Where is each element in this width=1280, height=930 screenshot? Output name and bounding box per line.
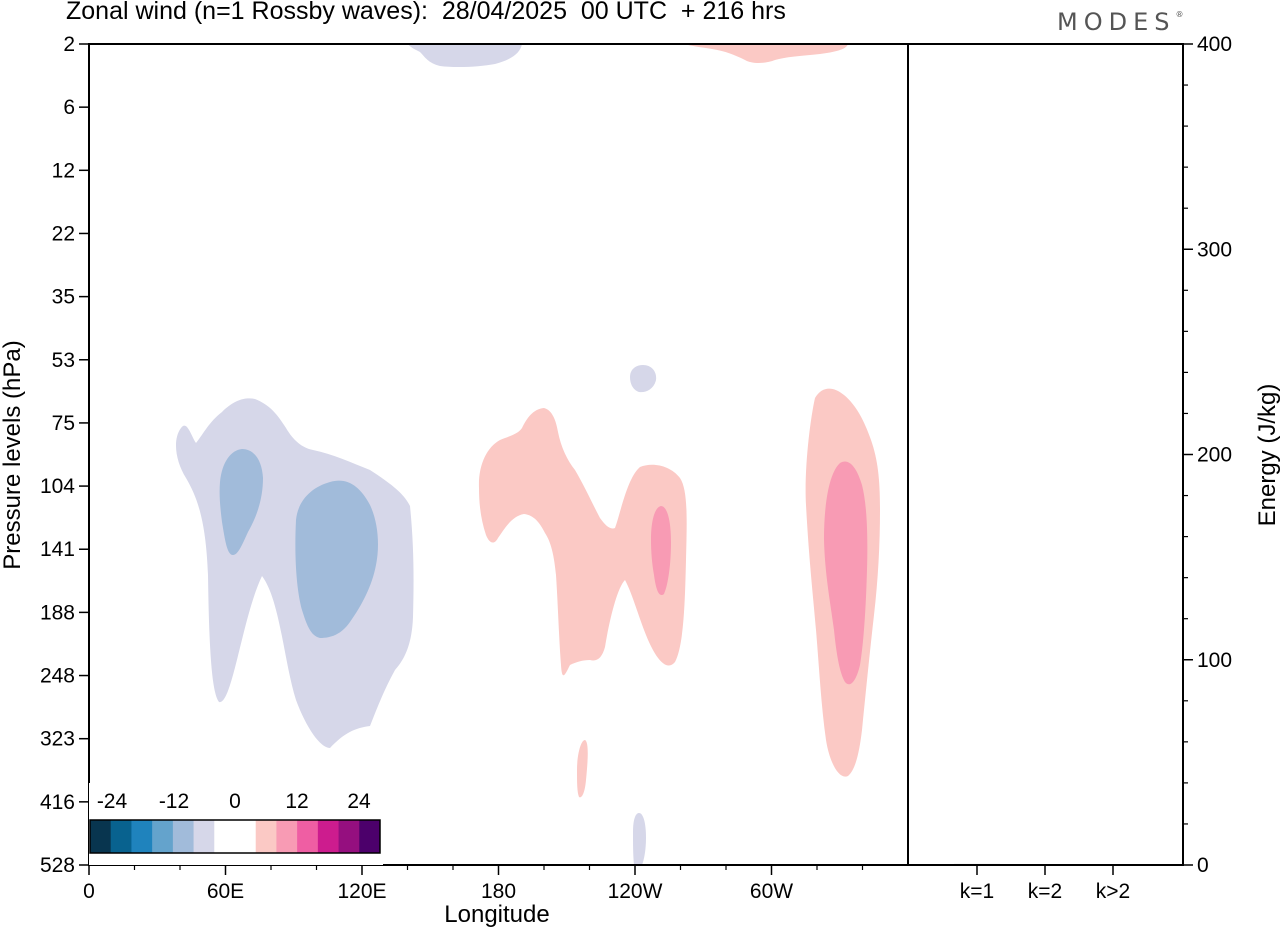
- colorbar-swatch: [276, 820, 298, 853]
- colorbar-swatch: [338, 820, 360, 853]
- y-tick-label: 188: [40, 601, 75, 624]
- colorbar-swatch: [193, 820, 215, 853]
- colorbar-label: 24: [347, 790, 371, 813]
- brand-text: MODES: [1057, 8, 1176, 36]
- x-tick-label: 60E: [207, 880, 244, 903]
- y-tick-label: 141: [40, 538, 75, 561]
- y-tick-label: 22: [52, 222, 75, 245]
- x-tick-label: 60W: [750, 880, 793, 903]
- y-tick-label: 416: [40, 791, 75, 814]
- colorbar-swatch: [110, 820, 132, 853]
- chart-title: Zonal wind (n=1 Rossby waves): 28/04/202…: [66, 0, 786, 25]
- contour-negative-blob-mid: [630, 365, 657, 393]
- colorbar-swatch: [317, 820, 340, 853]
- colorbar-frame: [89, 819, 381, 854]
- contour-positive-core-a: [651, 506, 671, 596]
- y-tick-label: 104: [40, 475, 75, 498]
- contour-negative-top: [408, 44, 522, 68]
- x-axis-title: Longitude: [444, 901, 549, 928]
- colorbar-swatch: [90, 820, 112, 853]
- y-axis: 2 6 12 22 35 53 75 104 141 188 248 323 416 528: [40, 33, 89, 877]
- contour-negative-blob-bottom: [633, 813, 646, 865]
- x-axis: 0 60E 120E 180 120W 60W: [83, 865, 864, 903]
- y-tick-label: 528: [40, 854, 75, 877]
- energy-category-label: k=2: [1028, 880, 1062, 903]
- energy-tick-label: 200: [1197, 444, 1232, 467]
- colorbar-label: -12: [159, 790, 189, 813]
- colorbar-swatch: [131, 820, 153, 853]
- colorbar-swatch: [172, 820, 195, 853]
- y-tick-label: 2: [63, 33, 75, 56]
- energy-axis: 0 100 200 300 400: [1183, 33, 1232, 877]
- colorbar-label: -24: [97, 790, 128, 813]
- colorbar-swatch: [235, 820, 257, 853]
- x-tick-label: 120W: [608, 880, 663, 903]
- colorbar-label: 0: [229, 790, 241, 813]
- brand-logo: MODES®: [1057, 8, 1183, 36]
- contour-positive-central: [478, 408, 687, 676]
- colorbar-label: 12: [285, 790, 308, 813]
- energy-tick-label: 0: [1197, 854, 1209, 877]
- registered-mark-icon: ®: [1175, 10, 1184, 19]
- energy-bars: k=1 k=2 k>2: [954, 863, 1136, 903]
- energy-category-label: k>2: [1096, 880, 1130, 903]
- colorbar-swatch: [255, 820, 277, 853]
- energy-tick-label: 300: [1197, 238, 1232, 261]
- y-tick-label: 75: [52, 412, 75, 435]
- y-tick-label: 6: [63, 96, 75, 119]
- contour-field: [175, 44, 880, 865]
- energy-panel-frame: [907, 43, 1184, 866]
- y-tick-label: 53: [52, 349, 75, 372]
- contour-negative-west: [175, 398, 414, 748]
- contour-negative-core-a: [219, 449, 263, 555]
- y-tick-label: 323: [40, 728, 75, 751]
- contour-positive-top: [685, 44, 848, 63]
- colorbar-swatch: [297, 820, 319, 853]
- contour-positive-core-b: [824, 461, 868, 685]
- energy-category-label: k=1: [960, 880, 994, 903]
- colorbar-swatch: [214, 820, 236, 853]
- colorbar: -24 -12 0 12 24: [89, 783, 383, 865]
- contour-positive-small: [577, 740, 588, 798]
- colorbar-swatch: [152, 820, 174, 853]
- energy-axis-title: Energy (J/kg): [1254, 384, 1280, 527]
- contour-negative-core-b: [295, 480, 378, 638]
- y-axis-title: Pressure levels (hPa): [0, 340, 26, 569]
- colorbar-swatches: [90, 820, 381, 853]
- x-tick-label: 120E: [337, 880, 386, 903]
- x-tick-label: 180: [481, 880, 516, 903]
- y-tick-label: 35: [52, 286, 75, 309]
- y-tick-label: 12: [52, 159, 75, 182]
- energy-tick-label: 100: [1197, 649, 1232, 672]
- x-tick-label: 0: [83, 880, 95, 903]
- y-tick-label: 248: [40, 665, 75, 688]
- colorbar-swatch: [359, 820, 381, 853]
- energy-tick-label: 400: [1197, 33, 1232, 56]
